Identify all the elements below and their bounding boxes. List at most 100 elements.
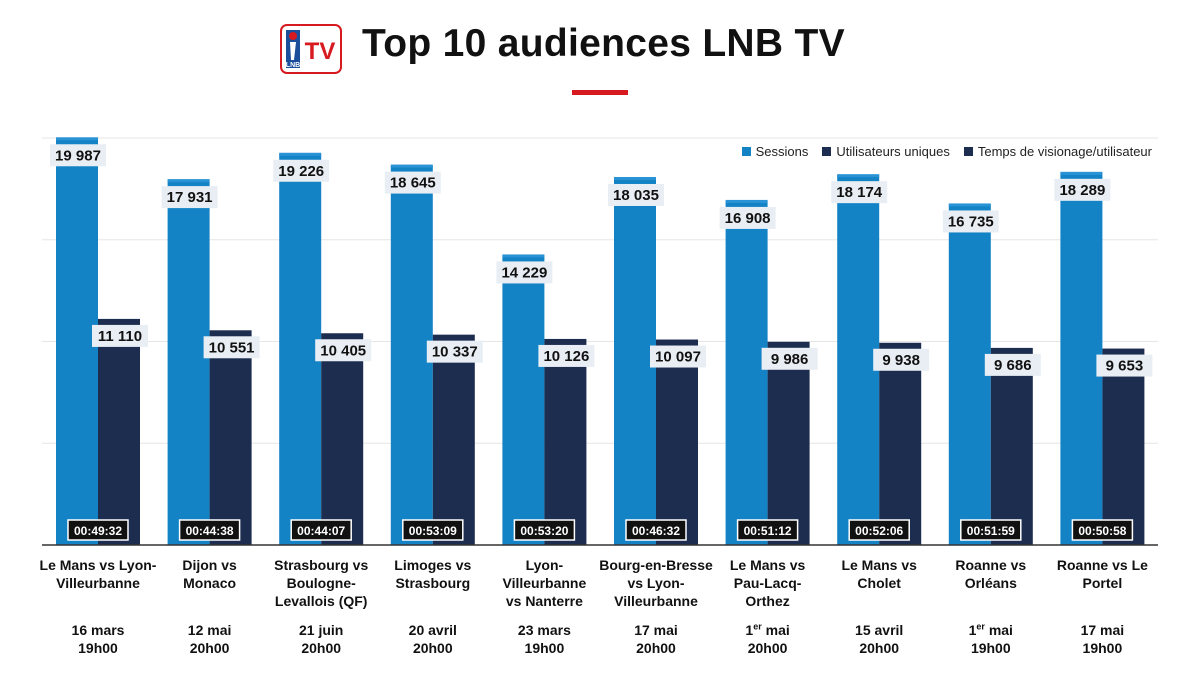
bar-sessions-8 bbox=[948, 204, 991, 545]
date-time: 19h00 bbox=[1082, 640, 1123, 656]
date-time: 20h00 bbox=[859, 640, 900, 656]
bar-sessions-cap-5 bbox=[614, 176, 656, 180]
label-bg-sessions-4 bbox=[496, 261, 553, 284]
bar-sessions-3 bbox=[390, 165, 433, 545]
time-box-9 bbox=[1071, 519, 1134, 541]
bar-sessions-cap-2 bbox=[279, 152, 322, 156]
data-label-users-2: 10 405 bbox=[320, 342, 366, 359]
bar-sessions-0 bbox=[56, 138, 98, 545]
time-label-3: 00:53:09 bbox=[409, 524, 457, 538]
legend-item-sessions: Sessions bbox=[741, 144, 809, 159]
category-label-line: Lyon- bbox=[525, 557, 564, 573]
header: TV LNB Top 10 audiences LNB TV bbox=[0, 0, 1200, 110]
date-label-3: 20 avril 20h00 bbox=[373, 621, 493, 657]
date-label-0: 16 mars 19h00 bbox=[38, 621, 158, 657]
lnb-tv-logo: TV LNB bbox=[280, 24, 342, 74]
bar-users-1 bbox=[209, 330, 252, 545]
date-label-1: 12 mai 20h00 bbox=[150, 621, 270, 657]
data-label-users-8: 9 686 bbox=[994, 357, 1032, 374]
date-day-suffix: er bbox=[753, 621, 762, 632]
data-label-sessions-9: 18 289 bbox=[1059, 182, 1105, 199]
category-label-9: Roanne vs Le Portel bbox=[1042, 556, 1162, 592]
category-label-4: Lyon- Villeurbanne vs Nanterre bbox=[484, 556, 604, 610]
bar-sessions-cap-6 bbox=[725, 199, 768, 203]
legend-label-watch-time: Temps de visionage/utilisateur bbox=[977, 144, 1152, 159]
legend-swatch-watch-time bbox=[963, 147, 973, 156]
bar-sessions-2 bbox=[279, 153, 322, 545]
category-label-line: vs Lyon- bbox=[627, 575, 685, 591]
date-day: 20 avril bbox=[408, 622, 457, 638]
legend-label-sessions: Sessions bbox=[755, 144, 809, 159]
data-label-users-7: 9 938 bbox=[882, 352, 920, 369]
category-label-line: Boulogne- bbox=[286, 575, 356, 591]
time-label-6: 00:51:12 bbox=[744, 524, 792, 538]
category-label-line: Limoges vs bbox=[394, 557, 472, 573]
bar-sessions-9 bbox=[1060, 172, 1103, 545]
category-label-line: Villeurbanne bbox=[614, 593, 698, 609]
bar-users-6 bbox=[767, 341, 810, 545]
category-label-line: Dijon vs bbox=[182, 557, 237, 573]
date-label-5: 17 mai 20h00 bbox=[596, 621, 716, 657]
time-label-1: 00:44:38 bbox=[186, 524, 234, 538]
bar-sessions-cap-4 bbox=[502, 254, 545, 258]
data-label-users-3: 10 337 bbox=[432, 344, 478, 361]
date-day: 21 juin bbox=[299, 622, 344, 638]
category-label-line: Strasbourg bbox=[395, 575, 471, 591]
category-label-line: Levallois (QF) bbox=[274, 593, 368, 609]
bar-sessions-6 bbox=[725, 200, 768, 546]
label-bg-users-9 bbox=[1096, 354, 1153, 377]
date-day: 12 mai bbox=[187, 622, 232, 638]
data-label-users-5: 10 097 bbox=[655, 349, 701, 366]
date-time: 20h00 bbox=[301, 640, 342, 656]
date-day: 16 mars bbox=[71, 622, 125, 638]
category-label-line: Strasbourg vs bbox=[274, 557, 369, 573]
category-label-line: Bourg-en-Bresse bbox=[599, 557, 713, 573]
bar-sessions-cap-7 bbox=[837, 174, 880, 178]
category-label-1: Dijon vs Monaco bbox=[150, 556, 270, 592]
date-label-6: 1er mai 20h00 bbox=[708, 621, 828, 657]
data-label-sessions-1: 17 931 bbox=[167, 189, 213, 206]
time-box-1 bbox=[178, 519, 241, 541]
label-bg-sessions-0 bbox=[50, 144, 106, 167]
category-label-line: vs Nanterre bbox=[505, 593, 583, 609]
category-label-5: Bourg-en-Bresse vs Lyon- Villeurbanne bbox=[596, 556, 716, 610]
bar-users-5 bbox=[656, 339, 698, 545]
legend-swatch-users bbox=[822, 147, 832, 156]
data-label-sessions-8: 16 735 bbox=[948, 213, 994, 230]
label-bg-users-4 bbox=[538, 344, 595, 367]
label-bg-users-5 bbox=[650, 345, 706, 368]
bar-users-8 bbox=[990, 347, 1033, 545]
svg-text:TV: TV bbox=[305, 38, 336, 65]
date-time: 20h00 bbox=[412, 640, 453, 656]
time-box-8 bbox=[960, 519, 1022, 541]
date-day: 17 mai bbox=[1080, 622, 1125, 638]
data-label-sessions-7: 18 174 bbox=[836, 184, 883, 201]
date-label-8: 1er mai 19h00 bbox=[931, 621, 1051, 657]
label-bg-users-7 bbox=[873, 348, 930, 371]
category-label-3: Limoges vs Strasbourg bbox=[373, 556, 493, 592]
legend-swatch-sessions bbox=[741, 147, 751, 156]
date-time: 20h00 bbox=[189, 640, 230, 656]
data-label-users-9: 9 653 bbox=[1106, 358, 1144, 375]
bar-users-4 bbox=[544, 338, 587, 545]
date-day: 17 mai bbox=[634, 622, 678, 638]
category-label-7: Le Mans vs Cholet bbox=[819, 556, 939, 592]
bar-sessions-cap-0 bbox=[56, 137, 98, 141]
bar-users-0 bbox=[98, 318, 140, 545]
label-bg-sessions-8 bbox=[942, 210, 999, 233]
label-bg-sessions-3 bbox=[384, 171, 441, 194]
data-label-users-0: 11 110 bbox=[98, 328, 142, 345]
bar-users-3 bbox=[432, 334, 475, 545]
data-label-users-4: 10 126 bbox=[543, 348, 589, 365]
category-label-line: Roanne vs Le bbox=[1056, 557, 1148, 573]
category-label-line: Villeurbanne bbox=[56, 575, 140, 591]
date-label-2: 21 juin 20h00 bbox=[261, 621, 381, 657]
category-label-line: Le Mans vs bbox=[729, 557, 806, 573]
label-bg-users-1 bbox=[203, 336, 260, 359]
legend-item-watch-time: Temps de visionage/utilisateur bbox=[963, 144, 1152, 159]
label-bg-users-0 bbox=[92, 324, 148, 347]
bar-sessions-4 bbox=[502, 255, 545, 545]
category-label-line: Le Mans vs bbox=[841, 557, 917, 573]
date-label-9: 17 mai 19h00 bbox=[1042, 621, 1162, 657]
